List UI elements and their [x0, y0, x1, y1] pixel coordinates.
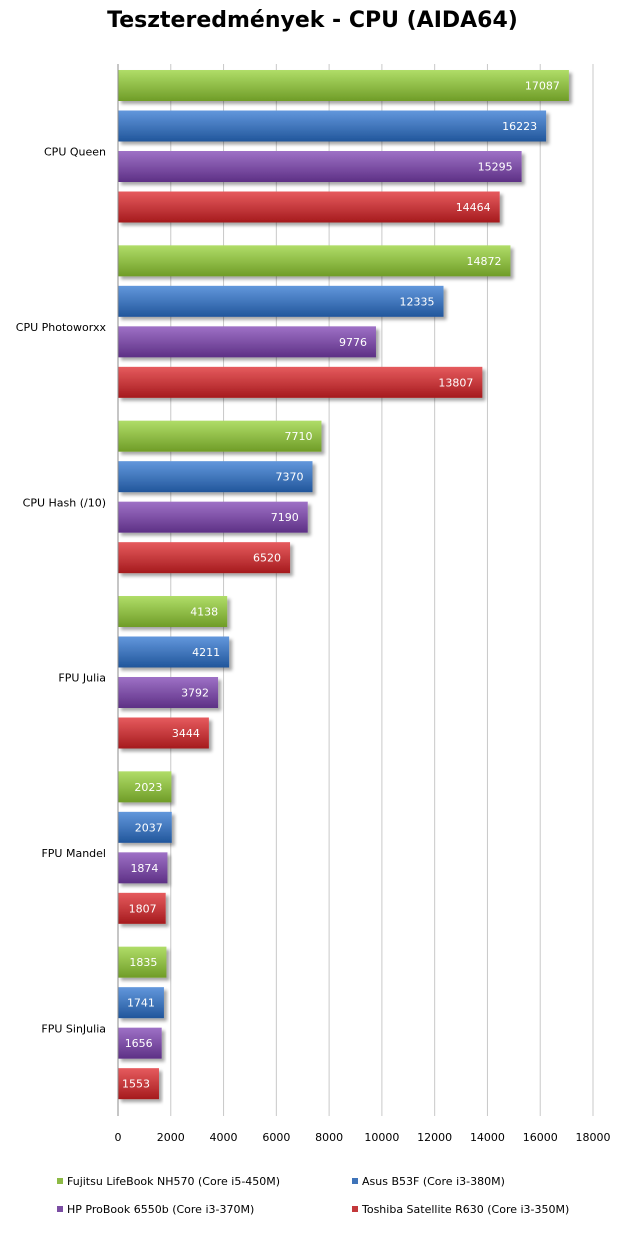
- bar: [118, 596, 228, 627]
- x-tick-label: 6000: [262, 1131, 290, 1144]
- data-label: 7710: [284, 430, 312, 443]
- bar: [118, 717, 209, 749]
- bar: [118, 852, 168, 884]
- data-label: 12335: [400, 295, 435, 308]
- x-tick-label: 14000: [470, 1131, 505, 1144]
- legend-swatch: [352, 1178, 358, 1184]
- legend-label: Toshiba Satellite R630 (Core i3-350M): [361, 1203, 569, 1216]
- data-label: 14872: [466, 255, 501, 268]
- x-tick-label: 10000: [364, 1131, 399, 1144]
- bar: [118, 285, 444, 317]
- data-label: 2037: [135, 821, 163, 834]
- legend-label: HP ProBook 6550b (Core i3-370M): [67, 1203, 254, 1216]
- data-label: 2023: [134, 781, 162, 794]
- data-label: 15295: [478, 161, 513, 174]
- category-label: CPU Photoworxx: [16, 321, 107, 334]
- data-label: 1656: [125, 1037, 153, 1050]
- data-label: 6520: [253, 552, 281, 565]
- bar: [118, 677, 219, 708]
- category-label: FPU Julia: [58, 672, 106, 685]
- data-label: 4138: [190, 606, 218, 619]
- category-label: CPU Hash (/10): [23, 496, 106, 509]
- data-label: 4211: [192, 646, 220, 659]
- bar: [118, 326, 376, 358]
- bar: [118, 110, 547, 142]
- category-label: FPU Mandel: [41, 847, 106, 860]
- x-tick-label: 8000: [315, 1131, 343, 1144]
- axis-layer: CPU Queen CPU Photoworxx CPU Hash (/10) FPU…: [16, 64, 611, 1144]
- data-label: 13807: [438, 376, 473, 389]
- bar: [118, 191, 500, 223]
- data-label: 1741: [127, 997, 155, 1010]
- bar: [118, 892, 166, 924]
- x-tick-label: 2000: [157, 1131, 185, 1144]
- bar: [118, 501, 308, 533]
- data-label: 1874: [130, 862, 158, 875]
- x-tick-label: 18000: [576, 1131, 611, 1144]
- data-label: 9776: [339, 336, 367, 349]
- data-label: 3444: [172, 727, 200, 740]
- bar: [118, 1027, 162, 1059]
- data-label: 7190: [271, 511, 299, 524]
- bar: [118, 420, 322, 452]
- bar: [118, 70, 569, 101]
- chart-title: Teszteredmények - CPU (AIDA64): [107, 8, 518, 33]
- data-label: 17087: [525, 80, 560, 93]
- bar: [118, 151, 522, 182]
- bar: [118, 636, 230, 668]
- bar: [118, 811, 172, 843]
- data-label: 1807: [129, 902, 157, 915]
- bar: [118, 542, 291, 574]
- bars-layer: 17087 16223 15295 14464 14872 12335 9776 13807 7…: [118, 70, 569, 1100]
- bar: [118, 366, 483, 398]
- legend-label: Fujitsu LifeBook NH570 (Core i5-450M): [67, 1175, 280, 1188]
- data-label: 14464: [456, 201, 491, 214]
- data-label: 16223: [502, 120, 537, 133]
- legend-swatch: [57, 1206, 63, 1212]
- legend-swatch: [352, 1206, 358, 1212]
- category-label: CPU Queen: [44, 146, 106, 159]
- grid-layer: [117, 64, 594, 1116]
- data-label: 3792: [181, 687, 209, 700]
- data-label: 7370: [275, 471, 303, 484]
- data-label: 1835: [129, 956, 157, 969]
- bar: [118, 245, 511, 277]
- bar: [118, 1068, 159, 1100]
- legend-label: Asus B53F (Core i3-380M): [362, 1175, 505, 1188]
- category-label: FPU SinJulia: [41, 1022, 106, 1035]
- x-tick-label: 12000: [417, 1131, 452, 1144]
- x-tick-label: 4000: [210, 1131, 238, 1144]
- bar: [118, 987, 164, 1019]
- data-label: 1553: [122, 1078, 150, 1091]
- legend: Fujitsu LifeBook NH570 (Core i5-450M) Asu…: [57, 1175, 569, 1216]
- bar: [118, 461, 313, 493]
- bar: [118, 771, 172, 803]
- x-tick-label: 0: [115, 1131, 122, 1144]
- x-tick-label: 16000: [523, 1131, 558, 1144]
- legend-swatch: [57, 1178, 63, 1184]
- bar: [118, 946, 167, 978]
